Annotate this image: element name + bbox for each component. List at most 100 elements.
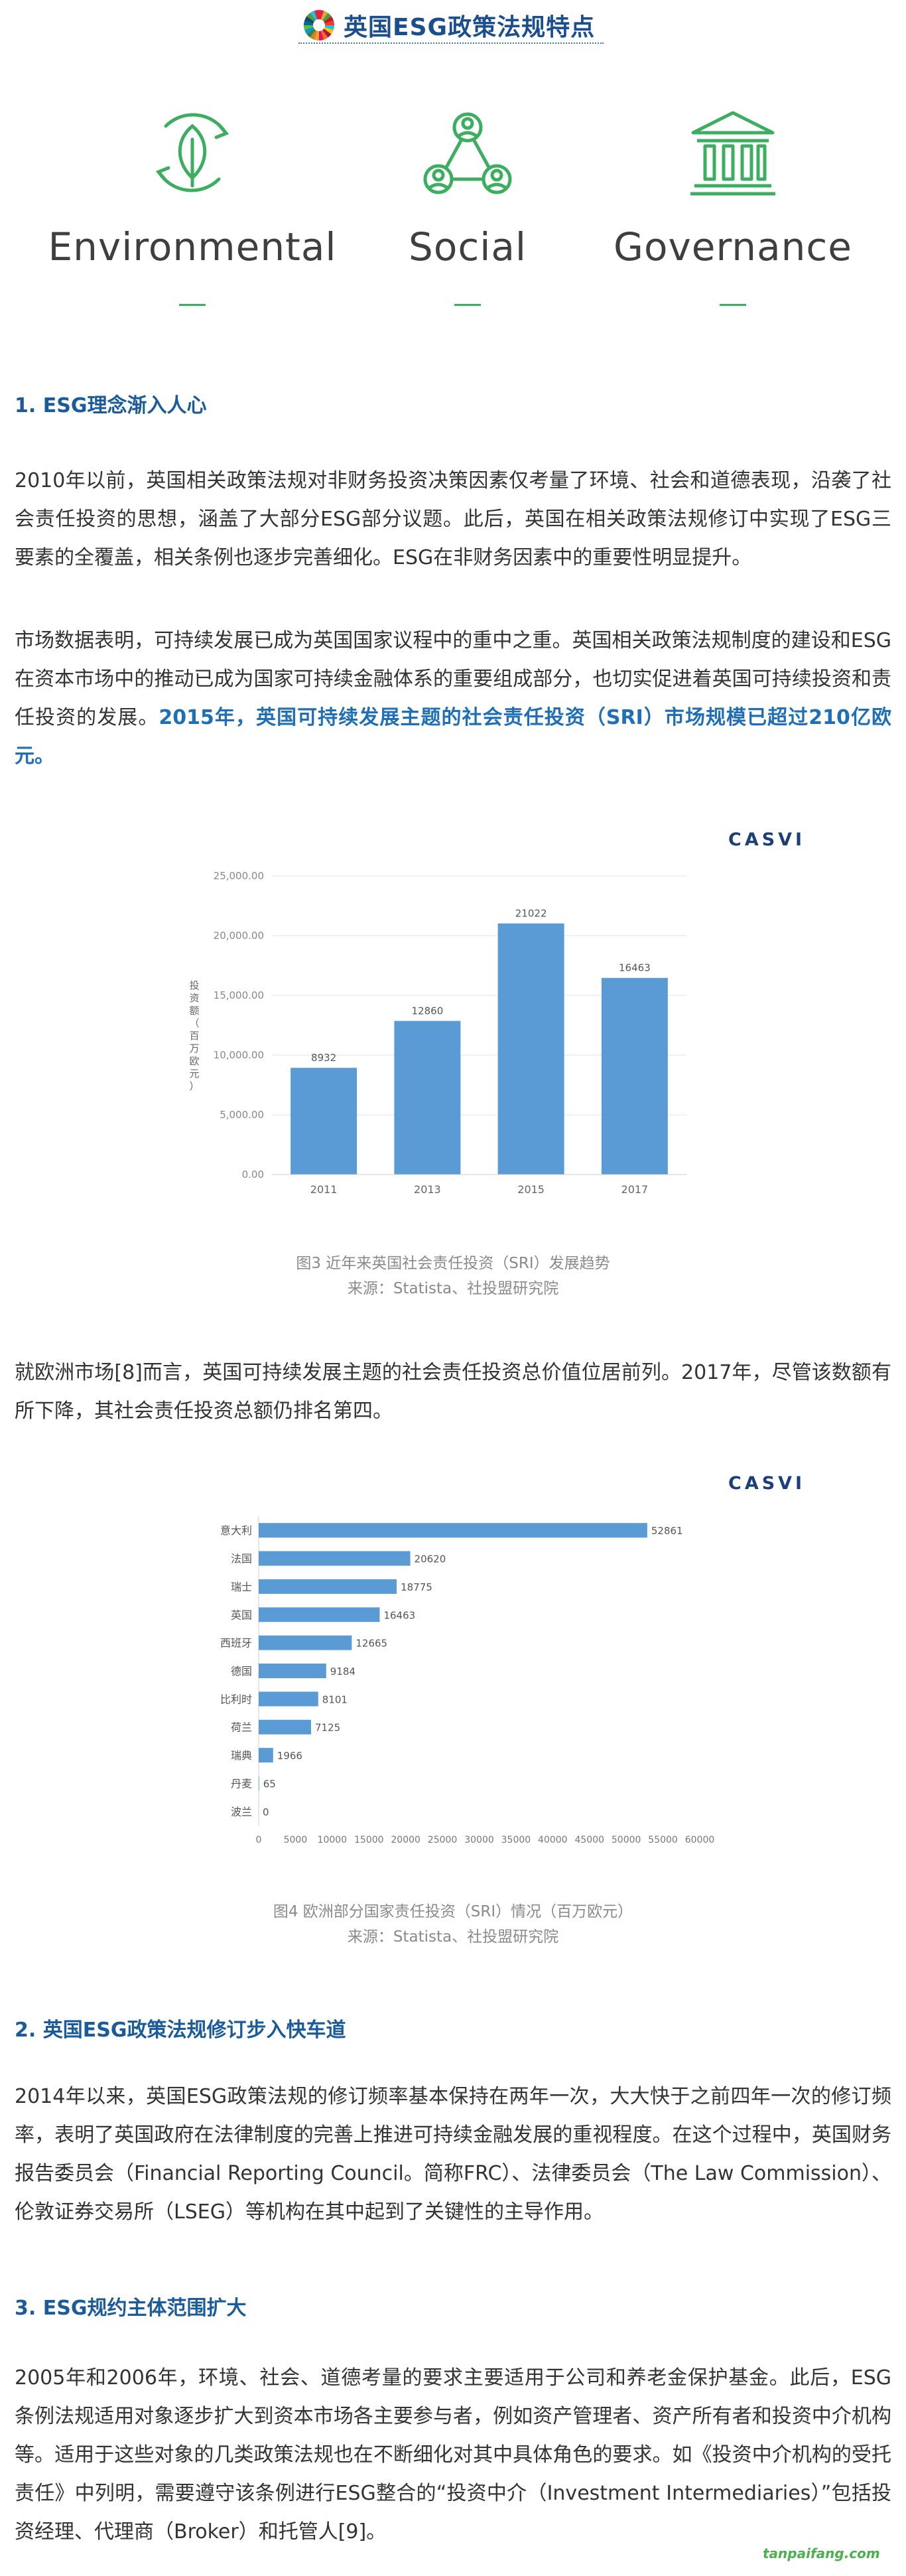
bar bbox=[259, 1719, 311, 1735]
title-underline bbox=[298, 42, 604, 44]
x-tick-label: 2011 bbox=[310, 1183, 338, 1196]
y-tick-label: 0.00 bbox=[242, 1169, 264, 1181]
page-header: 英国ESG政策法规特点 bbox=[0, 0, 906, 52]
bar-data-label: 12665 bbox=[356, 1638, 387, 1650]
category-label: 法国 bbox=[231, 1553, 252, 1565]
figure3-title: 图3 近年来英国社会责任投资（SRI）发展趋势 bbox=[296, 1255, 610, 1272]
bar bbox=[394, 1021, 461, 1175]
section3-paragraph-1: 2005年和2006年，环境、社会、道德考量的要求主要适用于公司和养老金保护基金… bbox=[15, 2366, 891, 2543]
pillar-social: Social bbox=[371, 100, 564, 306]
bar-data-label: 7125 bbox=[315, 1722, 340, 1734]
category-label: 德国 bbox=[231, 1665, 252, 1678]
section-heading-1: 1. ESG理念渐入人心 bbox=[15, 394, 207, 417]
header-title-group: 英国ESG政策法规特点 bbox=[304, 8, 595, 42]
casvi-logo: CASVI bbox=[728, 829, 806, 850]
bar-data-label: 16463 bbox=[383, 1609, 415, 1621]
pillar-divider bbox=[720, 304, 746, 306]
bar-data-label: 52861 bbox=[651, 1525, 683, 1537]
bar bbox=[259, 1607, 380, 1622]
pillar-environmental: Environmental bbox=[40, 100, 345, 306]
category-label: 丹麦 bbox=[231, 1777, 252, 1790]
category-label: 英国 bbox=[231, 1609, 252, 1621]
bar bbox=[259, 1748, 273, 1763]
pillar-divider bbox=[179, 304, 206, 306]
bar bbox=[291, 1068, 357, 1175]
x-tick-label: 10000 bbox=[318, 1835, 348, 1845]
pillar-governance: Governance bbox=[590, 100, 875, 306]
x-tick-label: 30000 bbox=[464, 1835, 494, 1845]
bar bbox=[497, 923, 564, 1175]
category-label: 荷兰 bbox=[231, 1721, 252, 1734]
pillar-divider bbox=[454, 304, 481, 306]
x-tick-label: 2017 bbox=[621, 1183, 649, 1196]
category-label: 比利时 bbox=[220, 1693, 252, 1705]
pillar-label-social: Social bbox=[409, 224, 527, 269]
x-tick-label: 50000 bbox=[612, 1835, 641, 1845]
bar-data-label: 8932 bbox=[311, 1052, 336, 1064]
page-title: 英国ESG政策法规特点 bbox=[344, 14, 596, 41]
x-tick-label: 2013 bbox=[414, 1183, 441, 1196]
bar-data-label: 16463 bbox=[619, 962, 651, 974]
figure4-source: 来源：Statista、社投盟研究院 bbox=[347, 1928, 559, 1946]
x-tick-label: 15000 bbox=[354, 1835, 384, 1845]
highlight-text: 2015年，英国可持续发展主题的社会责任投资（SRI）市场规模已超过210亿欧元… bbox=[15, 706, 891, 768]
figure3-source: 来源：Statista、社投盟研究院 bbox=[347, 1280, 559, 1297]
category-label: 西班牙 bbox=[220, 1637, 252, 1650]
y-tick-label: 15,000.00 bbox=[214, 989, 264, 1001]
x-tick-label: 5000 bbox=[284, 1835, 308, 1845]
figure3-caption: 图3 近年来英国社会责任投资（SRI）发展趋势 来源：Statista、社投盟研… bbox=[0, 1251, 906, 1301]
europe-paragraph: 就欧洲市场[8]而言，英国可持续发展主题的社会责任投资总价值位居前列。2017年… bbox=[15, 1361, 891, 1423]
institution-building-icon bbox=[690, 111, 775, 196]
section-heading-3: 3. ESG规约主体范围扩大 bbox=[15, 2297, 247, 2320]
bar bbox=[259, 1523, 647, 1538]
leaf-cycle-icon bbox=[155, 113, 229, 192]
y-axis-label: 投资额（百万欧元） bbox=[189, 979, 199, 1092]
casvi-logo: CASVI bbox=[728, 1473, 806, 1494]
bar-data-label: 20620 bbox=[415, 1553, 446, 1565]
category-label: 瑞士 bbox=[231, 1581, 252, 1593]
paragraph-text: 市场数据表明，可持续发展已成为英国国家议程中的重中之重。英国相关政策法规制度的建… bbox=[15, 629, 891, 729]
x-tick-label: 25000 bbox=[428, 1835, 458, 1845]
x-tick-label: 35000 bbox=[501, 1835, 531, 1845]
y-tick-label: 25,000.00 bbox=[214, 870, 264, 882]
sdg-wheel-icon bbox=[304, 10, 334, 40]
bar-data-label: 8101 bbox=[322, 1693, 348, 1705]
bar-data-label: 65 bbox=[263, 1778, 276, 1790]
bar bbox=[259, 1635, 352, 1650]
bar-data-label: 18775 bbox=[401, 1581, 432, 1593]
y-tick-label: 20,000.00 bbox=[214, 930, 264, 942]
x-tick-label: 55000 bbox=[648, 1835, 678, 1845]
europe-sri-horizontal-bar-chart: 意大利 52861 法国 20620 瑞士 18775 英国 16463 西班牙 12665 德国 9… bbox=[220, 1516, 715, 1845]
esg-pillars: Environmental Social bbox=[0, 100, 906, 319]
section1-paragraph-2: 市场数据表明，可持续发展已成为英国国家议程中的重中之重。英国相关政策法规制度的建… bbox=[15, 622, 891, 776]
category-label: 波兰 bbox=[231, 1806, 252, 1818]
bar-data-label: 1966 bbox=[277, 1750, 302, 1762]
section-heading-2: 2. 英国ESG政策法规修订步入快车道 bbox=[15, 2019, 346, 2042]
bar-data-label: 12860 bbox=[412, 1005, 444, 1017]
bar bbox=[259, 1579, 397, 1594]
bar bbox=[259, 1664, 326, 1678]
y-tick-label: 5,000.00 bbox=[220, 1109, 264, 1121]
pillar-label-environmental: Environmental bbox=[48, 224, 337, 269]
section2-paragraph-1: 2014年以来，英国ESG政策法规的修订频率基本保持在两年一次，大大快于之前四年… bbox=[15, 2085, 891, 2224]
x-tick-label: 20000 bbox=[391, 1835, 421, 1845]
category-label: 瑞典 bbox=[231, 1749, 252, 1762]
bar-data-label: 21022 bbox=[515, 908, 547, 920]
bar bbox=[601, 977, 668, 1175]
sri-trend-bar-chart: 0.00 5,000.00 10,000.00 15,000.00 20,000.00 2… bbox=[189, 870, 686, 1196]
x-tick-label: 2015 bbox=[517, 1183, 545, 1196]
category-label: 意大利 bbox=[220, 1524, 252, 1537]
x-tick-label: 0 bbox=[256, 1835, 262, 1845]
section1-paragraph-1: 2010年以前，英国相关政策法规对非财务投资决策因素仅考量了环境、社会和道德表现… bbox=[15, 469, 891, 569]
people-network-icon bbox=[423, 112, 512, 194]
bar-data-label: 0 bbox=[263, 1806, 269, 1818]
site-watermark: tanpaifang.com bbox=[763, 2545, 880, 2561]
bar bbox=[259, 1551, 411, 1566]
x-tick-label: 60000 bbox=[685, 1835, 715, 1845]
x-tick-label: 45000 bbox=[574, 1835, 604, 1845]
figure4-caption: 图4 欧洲部分国家责任投资（SRI）情况（百万欧元） 来源：Statista、社… bbox=[0, 1899, 906, 1950]
pillar-label-governance: Governance bbox=[614, 224, 852, 269]
figure4-title: 图4 欧洲部分国家责任投资（SRI）情况（百万欧元） bbox=[273, 1903, 633, 1920]
y-tick-label: 10,000.00 bbox=[214, 1049, 264, 1061]
x-tick-label: 40000 bbox=[538, 1835, 568, 1845]
